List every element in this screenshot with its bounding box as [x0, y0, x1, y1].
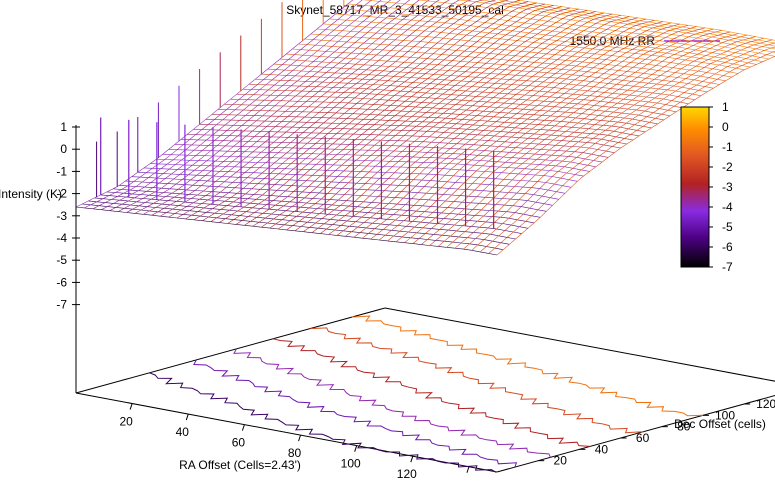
x-tick-label: 60 — [232, 436, 246, 450]
x-tick-label: 120 — [397, 467, 417, 478]
mesh-row — [107, 192, 528, 228]
mesh-row — [268, 69, 689, 104]
z-tick-label: 0 — [60, 142, 67, 156]
mesh-row — [224, 104, 645, 132]
z-tick-label: -3 — [56, 209, 67, 223]
z-tick-label: -1 — [56, 164, 67, 178]
z-axis-label: Intensity (K) — [0, 187, 62, 201]
mesh-col — [329, 18, 638, 235]
z-tick-label: -6 — [56, 275, 67, 289]
x-tick-mark — [186, 414, 188, 420]
colorbar-tick-label: -4 — [722, 200, 733, 214]
z-tick-label: -5 — [56, 253, 67, 267]
y-tick-label: 120 — [756, 397, 775, 411]
mesh-col — [388, 27, 697, 241]
colorbar-tick-label: -7 — [722, 260, 733, 274]
mesh-row — [82, 204, 503, 250]
x-axis-label: RA Offset (Cells=2.43') — [179, 458, 301, 472]
x-tick-mark — [467, 467, 469, 473]
colorbar-tick-label: -3 — [722, 180, 733, 194]
mesh-row — [200, 124, 621, 148]
z-tick-label: -4 — [56, 231, 67, 245]
x-tick-mark — [299, 435, 301, 441]
x-tick-mark — [130, 404, 132, 410]
mesh-col — [371, 24, 680, 239]
colorbar-tick-label: -2 — [722, 160, 733, 174]
legend-label: 1550.0 MHz RR — [570, 34, 656, 48]
y-tick-label: 40 — [595, 442, 609, 456]
x-tick-label: 100 — [341, 457, 361, 471]
mesh-col — [177, 0, 486, 218]
colorbar-tick-label: 1 — [722, 100, 729, 114]
x-tick-mark — [355, 446, 357, 452]
chart-title: Skynet_58717_MR_3_41533_50195_cal — [286, 3, 504, 17]
base-edge — [76, 308, 385, 393]
colorbar-tick-label: -5 — [722, 220, 733, 234]
base-plane — [76, 308, 775, 472]
colorbar-tick-label: -6 — [722, 240, 733, 254]
mesh-col — [261, 8, 570, 227]
mesh-col — [497, 46, 775, 255]
z-tick-label: -7 — [56, 298, 67, 312]
x-tick-label: 40 — [176, 425, 190, 439]
x-tick-label: 20 — [119, 415, 133, 429]
colorbar: 1 0 -1 -2 -3 -4 -5 -6 -7 — [681, 100, 733, 274]
z-tick-label: 1 — [60, 120, 67, 134]
x-tick-mark — [242, 425, 244, 431]
x-tick-mark — [411, 456, 413, 462]
y-axis-label: Dec Offset (cells) — [674, 417, 766, 431]
mesh-row — [274, 64, 695, 100]
contour-line — [352, 316, 704, 416]
contour-line — [234, 349, 551, 457]
base-edge — [385, 308, 775, 387]
mesh-row — [261, 74, 682, 108]
contour-line — [273, 339, 590, 447]
mesh-row — [76, 207, 497, 255]
y-tick-label: 20 — [554, 454, 568, 468]
colorbar-tick-label: 0 — [722, 120, 729, 134]
contour-line — [310, 328, 643, 433]
y-tick-label: 60 — [636, 431, 650, 445]
colorbar-gradient — [681, 107, 709, 267]
colorbar-tick-label: -1 — [722, 140, 733, 154]
surface-mesh — [76, 0, 775, 255]
